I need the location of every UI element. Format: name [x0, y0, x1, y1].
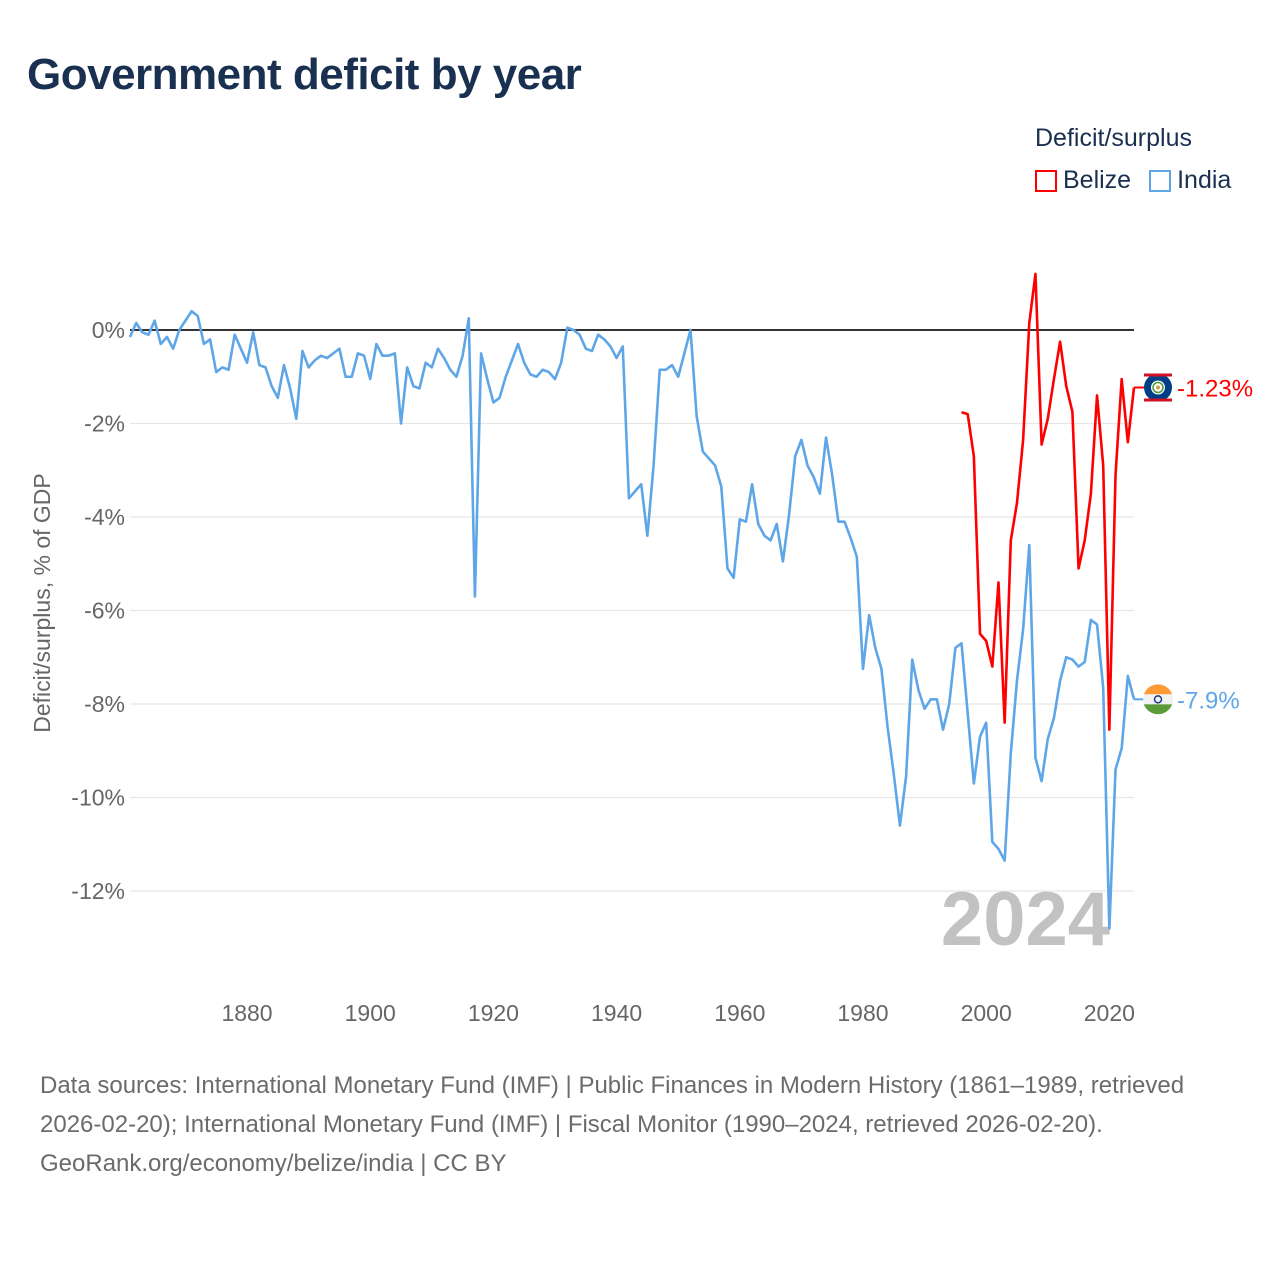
y-tick-label: -4% [84, 504, 125, 530]
flag-body [1143, 684, 1173, 715]
flag-stripe [1144, 373, 1172, 377]
x-tick-label: 2000 [961, 1000, 1012, 1026]
flag-white [1143, 694, 1173, 705]
y-tick-label: -2% [84, 411, 125, 437]
end-label-india: -7.9% [1177, 687, 1240, 714]
year-watermark: 2024 [941, 877, 1110, 962]
y-tick-label: -6% [84, 598, 125, 624]
legend-title: Deficit/surplus [1035, 124, 1192, 152]
chart-title: Government deficit by year [27, 50, 582, 99]
series-line-belize [961, 272, 1136, 732]
flag-shield [1156, 385, 1160, 390]
legend-item-india[interactable]: India [1149, 166, 1231, 195]
x-tick-label: 1900 [345, 1000, 396, 1026]
credit-link[interactable]: GeoRank.org/economy/belize/india | CC BY [40, 1150, 507, 1177]
legend-label-india: India [1177, 166, 1232, 194]
flag-green [1143, 704, 1173, 715]
x-tick-label: 1920 [468, 1000, 519, 1026]
series-line-india [128, 309, 1136, 930]
end-label-belize: -1.23% [1177, 376, 1253, 403]
legend-swatch-india [1149, 169, 1172, 192]
data-sources: Data sources: International Monetary Fun… [40, 1072, 1185, 1138]
x-tick-label: 2020 [1084, 1000, 1135, 1026]
y-tick-label: -8% [84, 691, 125, 717]
flag-saffron [1143, 684, 1173, 695]
flag-stripe [1144, 398, 1172, 402]
y-tick-label: -10% [71, 785, 125, 811]
x-tick-label: 1880 [221, 1000, 272, 1026]
y-axis-title: Deficit/surplus, % of GDP [29, 473, 55, 732]
line-chart: 0% -2% -4% -6% -8% -10% -12% 1880 1900 1920 1940 19… [29, 272, 1253, 1026]
legend-swatch-belize [1035, 169, 1057, 192]
flag-wreath [1152, 381, 1164, 394]
y-tick-label: 0% [92, 317, 125, 343]
legend: Belize India [1035, 166, 1231, 195]
footer: Data sources: International Monetary Fun… [40, 1066, 1240, 1183]
x-tick-label: 1980 [837, 1000, 888, 1026]
india-flag-icon [1143, 684, 1173, 715]
belize-flag-icon [1144, 373, 1172, 402]
legend-label-belize: Belize [1063, 166, 1132, 194]
y-tick-label: -12% [71, 878, 125, 904]
x-tick-label: 1940 [591, 1000, 642, 1026]
x-tick-label: 1960 [714, 1000, 765, 1026]
flag-chakra [1153, 695, 1163, 704]
legend-item-belize[interactable]: Belize [1035, 166, 1131, 195]
